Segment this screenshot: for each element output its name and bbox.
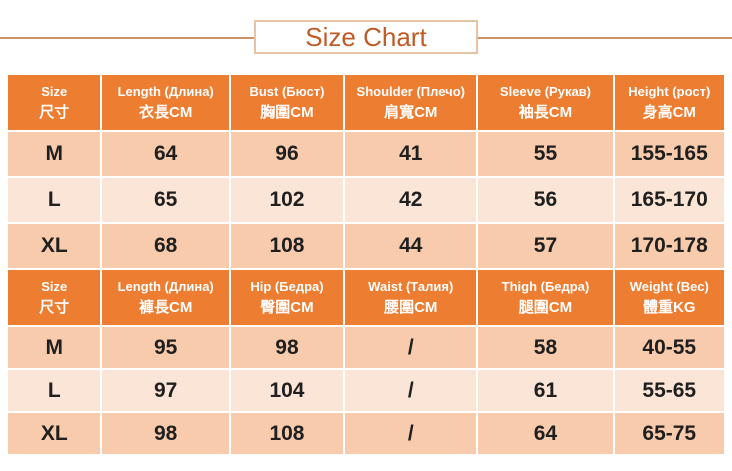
header-label-cn: 臀圍CM [260, 298, 314, 316]
value-cell: 58 [478, 327, 613, 368]
tables-container: Size 尺寸 Length (Длина) 衣長CM Bust (Бюст) … [0, 73, 732, 456]
header-label-en: Bust (Бюст) [249, 84, 325, 100]
value-cell: 42 [345, 178, 477, 222]
value-cell: 65-75 [614, 413, 724, 454]
header-cell-weight: Weight (Вес) 體重KG [614, 270, 724, 325]
size-cell: L [8, 370, 101, 411]
value-cell: 98 [102, 413, 229, 454]
header-cell-size: Size 尺寸 [8, 75, 101, 130]
header-label-en: Shoulder (Плечо) [356, 84, 465, 100]
value-cell: 170-178 [614, 224, 724, 268]
value-cell: 57 [478, 224, 613, 268]
value-cell: / [345, 413, 477, 454]
value-cell: 96 [230, 132, 344, 176]
header-cell-height: Height (рост) 身高CM [614, 75, 724, 130]
value-cell: 40-55 [614, 327, 724, 368]
value-cell: 64 [102, 132, 229, 176]
size-row-xl: XL 68 108 44 57 170-178 [8, 224, 724, 268]
header-label-cn: 身高CM [642, 103, 696, 121]
value-cell: 56 [478, 178, 613, 222]
value-cell: 165-170 [614, 178, 724, 222]
size-row-l: L 65 102 42 56 165-170 [8, 178, 724, 222]
header-label-cn: 尺寸 [39, 103, 70, 121]
value-cell: 44 [345, 224, 477, 268]
header-label-en: Height (рост) [628, 84, 711, 100]
value-cell: 108 [230, 224, 344, 268]
header-label-en: Thigh (Бедра) [501, 279, 590, 295]
header-label-cn: 肩寬CM [384, 103, 438, 121]
header-label-en: Length (Длина) [117, 279, 214, 295]
header-label-cn: 腰圍CM [384, 298, 438, 316]
value-cell: 155-165 [614, 132, 724, 176]
size-row-m: M 64 96 41 55 155-165 [8, 132, 724, 176]
header-label-cn: 袖長CM [518, 103, 573, 121]
value-cell: 102 [230, 178, 344, 222]
size-row-l: L 97 104 / 61 55-65 [8, 370, 724, 411]
header-label-cn: 尺寸 [39, 298, 70, 316]
title-area: Size Chart [0, 0, 732, 73]
header-label-en: Size [41, 84, 68, 100]
header-cell-length: Length (Длина) 衣長CM [102, 75, 229, 130]
header-label-cn: 體重KG [643, 298, 696, 316]
header-label-en: Hip (Бедра) [250, 279, 324, 295]
header-label-cn: 胸圍CM [260, 103, 314, 121]
header-cell-waist: Waist (Талия) 腰圍CM [345, 270, 477, 325]
pants-size-table: Size 尺寸 Length (Длина) 褲長CM Hip (Бедра) … [6, 268, 726, 456]
value-cell: 65 [102, 178, 229, 222]
header-cell-length: Length (Длина) 褲長CM [102, 270, 229, 325]
size-cell: M [8, 327, 101, 368]
header-cell-sleeve: Sleeve (Рукав) 袖長CM [478, 75, 613, 130]
size-cell: XL [8, 224, 101, 268]
size-cell: M [8, 132, 101, 176]
header-label-en: Weight (Вес) [629, 279, 709, 295]
size-cell: L [8, 178, 101, 222]
value-cell: 108 [230, 413, 344, 454]
header-label-cn: 腿圍CM [518, 298, 573, 316]
header-row: Size 尺寸 Length (Длина) 衣長CM Bust (Бюст) … [8, 75, 724, 130]
header-label-en: Waist (Талия) [368, 279, 454, 295]
header-label-en: Sleeve (Рукав) [499, 84, 592, 100]
header-cell-bust: Bust (Бюст) 胸圍CM [230, 75, 344, 130]
value-cell: 68 [102, 224, 229, 268]
value-cell: 104 [230, 370, 344, 411]
size-row-xl: XL 98 108 / 64 65-75 [8, 413, 724, 454]
garment-size-table: Size 尺寸 Length (Длина) 衣長CM Bust (Бюст) … [6, 73, 726, 270]
size-row-m: M 95 98 / 58 40-55 [8, 327, 724, 368]
header-cell-thigh: Thigh (Бедра) 腿圍CM [478, 270, 613, 325]
page-title: Size Chart [305, 22, 427, 52]
size-chart-title-box: Size Chart [254, 20, 478, 54]
value-cell: 64 [478, 413, 613, 454]
value-cell: 97 [102, 370, 229, 411]
size-cell: XL [8, 413, 101, 454]
header-label-en: Size [41, 279, 68, 295]
value-cell: 61 [478, 370, 613, 411]
header-label-en: Length (Длина) [117, 84, 214, 100]
value-cell: 55 [478, 132, 613, 176]
value-cell: 41 [345, 132, 477, 176]
header-cell-size: Size 尺寸 [8, 270, 101, 325]
header-label-cn: 褲長CM [139, 298, 193, 316]
header-cell-shoulder: Shoulder (Плечо) 肩寬CM [345, 75, 477, 130]
value-cell: / [345, 370, 477, 411]
value-cell: 95 [102, 327, 229, 368]
value-cell: 55-65 [614, 370, 724, 411]
value-cell: / [345, 327, 477, 368]
value-cell: 98 [230, 327, 344, 368]
header-cell-hip: Hip (Бедра) 臀圍CM [230, 270, 344, 325]
header-row: Size 尺寸 Length (Длина) 褲長CM Hip (Бедра) … [8, 270, 724, 325]
header-label-cn: 衣長CM [139, 103, 193, 121]
